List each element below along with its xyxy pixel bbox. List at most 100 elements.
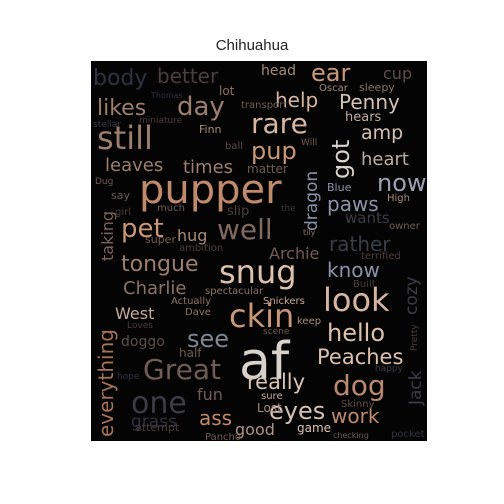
cloud-word: cup <box>383 64 412 83</box>
cloud-word: spectacular <box>205 286 264 297</box>
cloud-word: tily <box>303 228 316 237</box>
cloud-word: look <box>323 281 390 319</box>
cloud-word: pupper <box>139 167 282 213</box>
cloud-word: one <box>131 386 187 421</box>
cloud-word: amp <box>361 122 403 144</box>
cloud-word: work <box>331 404 380 428</box>
cloud-word: leaves <box>105 155 163 176</box>
cloud-word: ass <box>199 406 232 430</box>
cloud-word: Will <box>301 138 317 148</box>
cloud-word: hug <box>177 226 207 245</box>
cloud-word: still <box>97 119 153 157</box>
cloud-word: terrified <box>361 251 401 262</box>
cloud-word: happy <box>375 364 404 374</box>
cloud-word: got <box>327 140 355 179</box>
cloud-word: hears <box>345 110 382 125</box>
cloud-word: slip <box>227 204 249 219</box>
cloud-word: tongue <box>121 252 198 277</box>
cloud-word: hope <box>117 372 140 382</box>
cloud-word: ear <box>311 61 350 87</box>
cloud-word: much <box>157 203 185 214</box>
cloud-word: Great <box>143 353 221 386</box>
cloud-word: ball <box>225 141 243 152</box>
cloud-word: well <box>217 213 273 246</box>
cloud-word: say <box>111 189 130 202</box>
cloud-word: checking <box>333 431 369 440</box>
cloud-word: West <box>115 304 154 323</box>
cloud-word: transport <box>241 100 287 111</box>
cloud-word: the <box>281 204 296 214</box>
cloud-word: miniature <box>139 116 183 126</box>
cloud-word: grass <box>131 412 177 432</box>
cloud-word: Skinny <box>341 399 375 410</box>
cloud-word: heart <box>361 149 409 170</box>
cloud-word: scene <box>263 327 290 337</box>
cloud-word: dog <box>333 369 386 402</box>
cloud-word: fun <box>197 385 223 404</box>
cloud-word: see <box>187 325 229 353</box>
cloud-word: girl <box>115 207 131 218</box>
cloud-word: Dug <box>95 177 113 187</box>
cloud-word: better <box>157 64 219 88</box>
cloud-word: Dave <box>185 307 211 318</box>
cloud-word: matter <box>247 162 288 176</box>
cloud-word: Archie <box>269 244 319 263</box>
cloud-word: Finn <box>199 123 222 136</box>
cloud-word: now <box>377 169 427 197</box>
cloud-word: times <box>183 157 233 178</box>
cloud-word: Lost <box>257 401 282 415</box>
cloud-word: half <box>179 346 202 360</box>
cloud-word: ambition <box>179 243 223 254</box>
cloud-word: doggo <box>121 334 165 350</box>
cloud-word: hello <box>327 319 385 347</box>
cloud-word: sleepy <box>359 81 395 94</box>
cloud-word: rare <box>251 107 308 140</box>
cloud-word: Oscar <box>319 83 349 94</box>
cloud-word: Thomas <box>150 91 183 100</box>
cloud-word: day <box>177 92 225 122</box>
cloud-word: Jack <box>406 370 426 406</box>
cloud-word: Built <box>353 279 376 290</box>
cloud-word: Snickers <box>263 296 305 307</box>
cloud-word: pup <box>251 137 297 165</box>
cloud-word: really <box>247 370 305 394</box>
cloud-word: af <box>239 332 291 392</box>
cloud-word: Penny <box>339 90 400 114</box>
cloud-word: good <box>235 420 275 439</box>
cloud-word: Actually <box>171 296 211 307</box>
cloud-word: attempt <box>135 421 180 434</box>
cloud-word: likes <box>97 96 146 121</box>
cloud-word: head <box>261 63 296 79</box>
cloud-word: pet <box>121 214 164 244</box>
cloud-word: know <box>327 258 380 282</box>
cloud-word: High <box>387 193 410 204</box>
cloud-word: pocket <box>391 429 425 440</box>
cloud-word: Blue <box>327 181 352 194</box>
cloud-word: keep <box>297 316 321 327</box>
cloud-word: Charlie <box>123 278 186 299</box>
cloud-word: taking <box>98 211 117 261</box>
cloud-word: sure <box>261 391 283 402</box>
cloud-background <box>91 61 427 441</box>
cloud-word: ckin <box>229 297 294 335</box>
cloud-word: owner <box>389 221 421 232</box>
cloud-word: Peaches <box>317 345 403 369</box>
cloud-word: Pancho <box>205 432 241 441</box>
cloud-word: super <box>145 233 176 246</box>
cloud-word: dragon <box>302 171 322 231</box>
word-cloud-panel: af pupper snug ckin look still rare well Great on… <box>91 61 427 441</box>
cloud-word: help <box>275 88 318 112</box>
cloud-word: wants <box>345 209 390 227</box>
cloud-word: everything <box>94 329 118 437</box>
cloud-word: stellar <box>93 120 121 130</box>
cloud-word: snug <box>219 253 297 291</box>
cloud-word: rather <box>329 232 391 256</box>
word-cloud: af pupper snug ckin look still rare well Greaton… <box>91 61 427 441</box>
chart-title: Chihuahua <box>215 37 289 54</box>
cloud-word: Loves <box>127 321 153 331</box>
cloud-word: lot <box>219 84 235 98</box>
cloud-word: paws <box>327 192 379 216</box>
cloud-word: body <box>93 66 147 91</box>
cloud-word: Pretty <box>410 324 420 351</box>
cloud-word: game <box>297 421 331 435</box>
